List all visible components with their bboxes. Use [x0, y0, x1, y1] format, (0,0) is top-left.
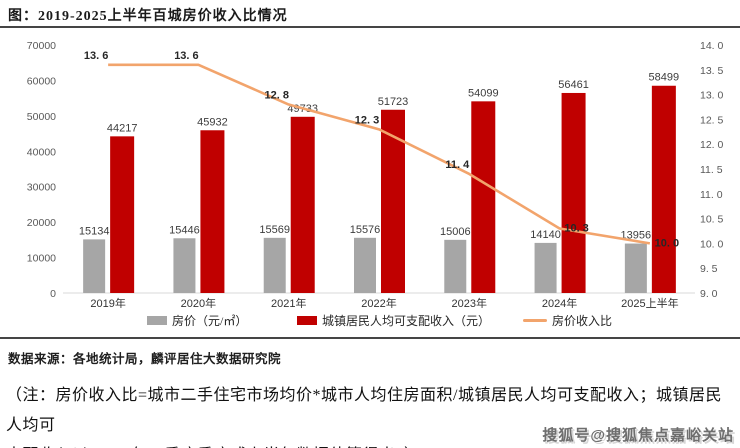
bar-label-income: 51723 — [378, 96, 409, 108]
legend-label-ratio: 房价收入比 — [552, 313, 613, 328]
ratio-line-label: 12. 8 — [264, 90, 288, 102]
bar-label-house-price: 15569 — [259, 224, 290, 236]
bar-label-income: 54099 — [468, 87, 499, 99]
section-divider — [0, 337, 740, 339]
right-axis-tick: 12. 5 — [700, 114, 724, 126]
bar-house-price — [534, 242, 557, 293]
bar-income — [290, 116, 315, 293]
title-divider — [0, 26, 740, 28]
legend-item-ratio: 房价收入比 — [523, 312, 612, 328]
bar-house-price — [444, 239, 467, 293]
ratio-line-label: 12. 3 — [355, 114, 379, 126]
right-axis-tick: 14. 0 — [700, 40, 724, 52]
right-axis-tick: 10. 0 — [700, 238, 724, 250]
right-axis-tick: 10. 5 — [700, 214, 724, 226]
legend-label-house-price: 房价（元/㎡） — [172, 313, 248, 328]
legend-item-house-price: 房价（元/㎡） — [147, 312, 247, 328]
x-axis-label: 2020年 — [181, 296, 216, 308]
ratio-line-label: 13. 6 — [84, 50, 108, 62]
bar-label-house-price: 15446 — [169, 224, 200, 236]
left-axis-tick: 60000 — [27, 75, 56, 87]
left-axis-tick: 50000 — [27, 111, 56, 123]
bar-house-price — [624, 243, 647, 293]
x-axis-label: 2023年 — [452, 296, 487, 308]
ratio-line-label: 10. 0 — [655, 237, 679, 249]
bar-label-house-price: 15006 — [440, 226, 471, 238]
legend-label-income: 城镇居民人均可支配收入（元） — [322, 313, 491, 328]
house-price-swatch-icon — [147, 315, 167, 325]
chart-legend: 房价（元/㎡） 城镇居民人均可支配收入（元） 房价收入比 — [0, 312, 740, 328]
data-source-text: 数据来源：各地统计局，麟评居住大数据研究院 — [8, 352, 282, 366]
left-axis-tick: 20000 — [27, 217, 56, 229]
ratio-line-label: 11. 4 — [445, 159, 470, 171]
bar-label-income: 58499 — [649, 72, 680, 84]
x-axis-label: 2021年 — [271, 296, 306, 308]
footnote-line-1: （注：房价收入比=城市二手住宅市场均价*城市人均住房面积/城镇居民人均可支配收入… — [6, 387, 722, 434]
left-axis-tick: 10000 — [27, 253, 56, 265]
bar-income — [471, 101, 496, 293]
bar-house-price — [83, 239, 106, 293]
bar-house-price — [173, 238, 196, 293]
bar-income — [561, 92, 586, 294]
right-axis-tick: 11. 5 — [700, 164, 723, 176]
x-axis-label: 2022年 — [361, 296, 396, 308]
x-axis-label: 2025上半年 — [621, 296, 678, 308]
ratio-line-label: 10. 3 — [564, 223, 588, 235]
bar-label-income: 56461 — [558, 79, 589, 91]
left-axis-tick: 70000 — [27, 40, 56, 52]
bar-label-house-price: 15134 — [79, 225, 110, 237]
bar-house-price — [263, 237, 286, 293]
ratio-line — [108, 63, 651, 245]
bar-label-house-price: 15576 — [350, 224, 381, 236]
chart-title: 图：2019-2025上半年百城房价收入比情况 — [8, 9, 288, 24]
right-axis-tick: 9. 5 — [700, 263, 718, 275]
left-axis-tick: 0 — [50, 288, 56, 300]
right-axis-tick: 9. 0 — [700, 288, 718, 300]
bar-label-income: 45932 — [197, 116, 228, 128]
right-axis-tick: 13. 5 — [700, 65, 724, 77]
right-axis-tick: 11. 0 — [700, 189, 723, 201]
sohu-watermark: 搜狐号@搜狐焦点嘉峪关站 — [542, 427, 734, 444]
bar-income — [200, 130, 225, 293]
x-axis-label: 2024年 — [542, 296, 577, 308]
bar-house-price — [354, 237, 376, 293]
x-axis-label: 2019年 — [90, 296, 125, 308]
left-axis-tick: 40000 — [27, 146, 56, 158]
bar-income — [651, 85, 676, 293]
bar-label-income: 44217 — [107, 122, 138, 134]
left-axis-tick: 30000 — [27, 182, 56, 194]
right-axis-tick: 13. 0 — [700, 90, 724, 102]
right-axis-tick: 12. 0 — [700, 139, 724, 151]
income-swatch-icon — [297, 315, 317, 325]
ratio-line-swatch-icon — [523, 318, 547, 322]
price-income-ratio-chart: 0 10000 20000 30000 40000 50000 60000 70000 9. 0… — [27, 40, 724, 308]
bar-label-house-price: 14140 — [530, 229, 561, 241]
legend-item-income: 城镇居民人均可支配收入（元） — [297, 312, 490, 328]
ratio-line-label: 13. 6 — [174, 50, 198, 62]
bar-income — [110, 136, 135, 293]
